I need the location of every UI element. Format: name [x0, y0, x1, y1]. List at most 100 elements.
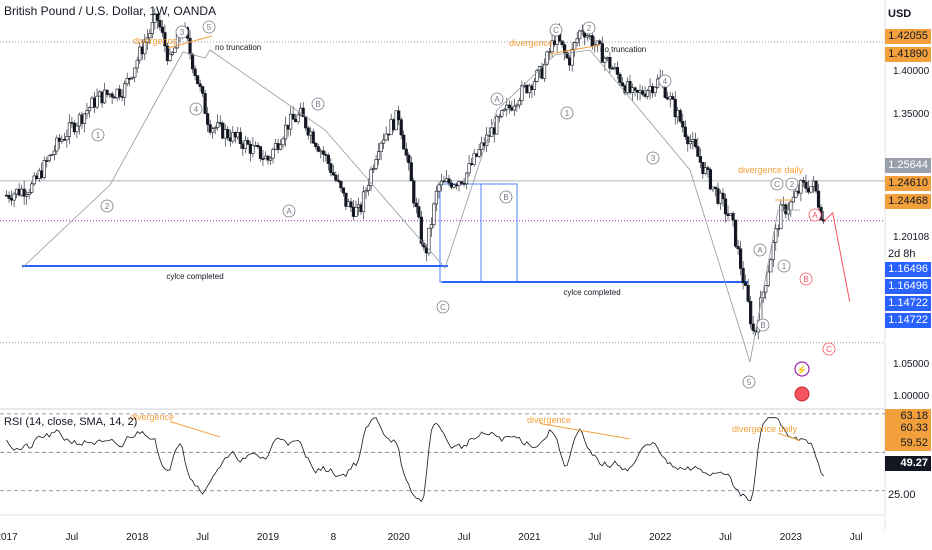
wave-label-A-text: B [803, 275, 808, 284]
candle-body [243, 140, 247, 149]
candle-body [32, 175, 36, 185]
candle-body [216, 122, 220, 128]
candle-body [52, 150, 56, 155]
divergence-label: divergence [509, 38, 553, 48]
price-tag: 1.42055 [885, 29, 931, 44]
wave-label-A [282, 204, 296, 218]
price-tag: 1.16496 [885, 279, 931, 294]
candle-body [475, 153, 479, 157]
candle-body [349, 201, 353, 208]
candle-body [193, 68, 197, 76]
wave-label-2 [582, 21, 596, 35]
wave-label-4-text: 4 [663, 77, 668, 86]
candle-body [774, 228, 778, 243]
candle-body [304, 116, 308, 129]
candle-body [105, 89, 109, 95]
candle-body [145, 37, 149, 43]
candle-body [211, 128, 215, 133]
wave-label-5 [202, 20, 216, 34]
candle-body [625, 81, 630, 94]
wave-label-C-text: C [553, 26, 559, 35]
candle-body [150, 22, 154, 34]
candle-body [226, 129, 230, 139]
currency-label[interactable]: USD [888, 8, 912, 20]
candle-body [261, 158, 265, 160]
candle-body [764, 285, 768, 293]
candle-body [781, 204, 785, 207]
price-tick: 1.35000 [893, 109, 930, 120]
candle-body [123, 83, 127, 98]
candle-body [412, 180, 416, 204]
candle-body [37, 170, 41, 179]
candle-body [67, 122, 71, 137]
candle-body [480, 142, 484, 150]
candle-body [165, 45, 170, 62]
candle-body [409, 162, 413, 182]
candle-body [495, 116, 499, 135]
candle-body [95, 95, 99, 108]
candle-body [517, 100, 521, 106]
candle-body [14, 188, 19, 195]
candle-body [681, 121, 685, 128]
candle-body [289, 113, 293, 130]
candle-body [42, 160, 46, 178]
candle-body [306, 127, 310, 136]
candle-body [195, 75, 200, 85]
candle-body [414, 202, 418, 207]
flag-icon [794, 386, 810, 402]
wave-label-A [490, 92, 504, 106]
candle-body [404, 148, 408, 156]
candle-body [268, 157, 273, 161]
candle-body [437, 184, 441, 192]
candle-body [713, 186, 718, 189]
time-tick-Jul: Jul [850, 532, 863, 543]
candle-body [444, 178, 449, 182]
wave-label-C-text: C [826, 345, 832, 354]
candle-body [334, 174, 338, 181]
candle-body [459, 181, 464, 184]
price-tag: 1.14722 [885, 313, 931, 328]
candle-body [128, 78, 132, 80]
wave-label-A [753, 243, 767, 257]
candle-body [721, 192, 725, 200]
candle-body [613, 67, 617, 69]
rsi-tag: 63.18 [885, 409, 931, 424]
wave-label-A [799, 272, 813, 286]
wave-label-C-text: C [440, 303, 446, 312]
rsi-line [6, 417, 824, 503]
rsi-divergence-label: divergence [527, 415, 571, 425]
candle-body [85, 110, 89, 115]
candle-body [62, 138, 66, 141]
candle-body [751, 323, 755, 331]
candle-body [382, 139, 386, 144]
candle-body [449, 182, 454, 188]
rsi-tag: 49.27 [885, 456, 931, 471]
candle-body [130, 76, 134, 79]
candle-body [168, 53, 172, 62]
candle-body [258, 146, 263, 159]
candle-body [140, 46, 144, 55]
candle-body [723, 198, 728, 215]
candle-body [419, 216, 423, 244]
candle-body [786, 209, 790, 215]
candle-body [417, 206, 421, 218]
candle-body [22, 188, 26, 197]
candle-body [693, 139, 697, 147]
candle-body [314, 142, 318, 147]
candle-body [341, 187, 346, 194]
candle-body [470, 163, 474, 165]
candle-body [25, 194, 29, 197]
candle-body [749, 301, 753, 325]
candle-body [30, 183, 34, 193]
candle-body [427, 227, 431, 254]
candle-body [547, 51, 552, 53]
candle-body [726, 213, 730, 216]
candle-body [57, 137, 61, 142]
candle-body [570, 48, 574, 66]
candle-body [585, 35, 589, 38]
wave-path [21, 49, 800, 363]
candle-body [811, 180, 816, 187]
candle-body [718, 192, 723, 204]
candle-body [283, 124, 288, 140]
